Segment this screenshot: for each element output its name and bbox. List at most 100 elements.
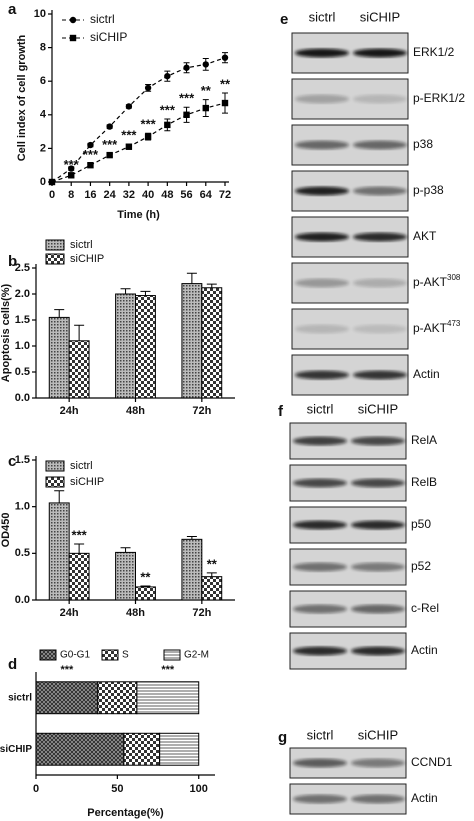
- y-axis-title: Apoptosis cells(%): [0, 283, 12, 382]
- y-tick-label: 1.0: [15, 340, 30, 352]
- blot-band: [353, 94, 407, 104]
- point: [221, 54, 229, 61]
- significance: ***: [72, 527, 88, 542]
- significance: **: [220, 76, 231, 91]
- error-bar: [120, 288, 131, 294]
- point: [221, 99, 229, 107]
- bar-segment: [97, 681, 138, 715]
- error-bar: [74, 543, 85, 554]
- bar: [115, 551, 136, 601]
- row-label: c-Rel: [411, 601, 439, 615]
- y-tick-label: 2.0: [15, 288, 30, 300]
- y-tick-label: 0.0: [15, 594, 30, 606]
- y-tick-label: 1.0: [15, 501, 30, 513]
- significance: ***: [141, 117, 157, 132]
- bar: [201, 576, 223, 601]
- blot-band: [295, 370, 349, 380]
- point: [164, 72, 171, 80]
- row-label: p-AKT308: [413, 273, 461, 289]
- point: [164, 121, 171, 129]
- bar: [68, 340, 90, 399]
- legend-swatch: [101, 649, 119, 661]
- blot-band: [295, 94, 349, 104]
- y-tick-label: 10: [34, 8, 46, 20]
- lane-label: siCHIP: [358, 727, 398, 742]
- y-tick-label: 0.5: [15, 547, 30, 559]
- lane-label: sictrl: [307, 727, 334, 742]
- x-tick-label: 16: [84, 189, 96, 201]
- x-tick-label: 8: [68, 189, 74, 201]
- bar-segment: [35, 681, 99, 715]
- legend-label: G2-M: [184, 650, 209, 661]
- row-label: p38: [413, 137, 433, 151]
- bar: [181, 538, 203, 601]
- row-label: CCND1: [411, 755, 453, 769]
- bar: [68, 552, 90, 601]
- blot-band: [295, 278, 349, 288]
- blot-band: [353, 186, 407, 196]
- blot-band: [353, 232, 407, 242]
- bar: [135, 586, 156, 601]
- legend-label: siCHIP: [70, 253, 104, 265]
- legend-label: sictrl: [70, 460, 93, 472]
- error-bar: [54, 490, 65, 503]
- legend-marker: [69, 34, 77, 42]
- blot-band: [293, 758, 347, 768]
- significance: **: [140, 569, 151, 584]
- x-tick-label: 0: [33, 783, 39, 795]
- y-tick-label: 0.5: [15, 366, 30, 378]
- row-label: AKT: [413, 229, 437, 243]
- blot-band: [293, 562, 347, 572]
- legend-swatch: [39, 649, 57, 661]
- blot-panel: f sictrl siCHIP RelA RelB p50 p52 c-Rel Actin: [278, 401, 439, 670]
- blot-band: [353, 370, 407, 380]
- point: [183, 64, 190, 71]
- legend-swatch: [163, 649, 181, 661]
- lane-label: siCHIP: [360, 9, 400, 24]
- x-axis-title: Percentage(%): [87, 807, 164, 819]
- series-line: [51, 57, 226, 183]
- point: [87, 162, 94, 169]
- blot-band: [293, 604, 347, 614]
- legend-marker: [69, 16, 77, 24]
- bar-segment: [35, 732, 125, 766]
- series-line: [51, 102, 226, 183]
- row-label: RelA: [411, 433, 437, 447]
- blot-band: [351, 604, 405, 614]
- row-label-sup: 308: [447, 273, 461, 282]
- error-bar: [140, 290, 151, 296]
- bar: [201, 287, 223, 399]
- lane-label: sictrl: [309, 9, 336, 24]
- panel-label: a: [8, 1, 17, 18]
- y-tick-label: 1.5: [15, 314, 30, 326]
- point: [68, 165, 75, 172]
- row-label: Actin: [411, 791, 438, 805]
- significance: ***: [60, 664, 74, 676]
- bar: [135, 295, 156, 399]
- blot-band: [351, 436, 405, 446]
- point: [87, 141, 94, 149]
- bar: [48, 316, 70, 399]
- blot-band: [351, 646, 405, 656]
- error-bar: [206, 283, 217, 288]
- row-label: p52: [411, 559, 431, 573]
- point: [106, 123, 113, 130]
- blot-band: [351, 758, 405, 768]
- bar-segment: [123, 732, 161, 766]
- legend-swatch: [45, 460, 65, 472]
- point: [183, 111, 190, 118]
- x-tick-label: 24: [104, 189, 117, 201]
- y-tick-label: 2: [40, 142, 46, 154]
- error-bar: [74, 324, 85, 341]
- lane-label: sictrl: [307, 401, 334, 416]
- blot-band: [293, 478, 347, 488]
- x-tick-label: 48h: [126, 405, 145, 417]
- row-label: p-AKT473: [413, 319, 461, 335]
- significance: ***: [121, 128, 137, 143]
- point: [144, 84, 152, 92]
- legend-label: S: [122, 650, 129, 661]
- blot-panel: g sictrl siCHIP CCND1 Actin: [278, 727, 453, 815]
- y-tick-label: sictrl: [8, 692, 32, 703]
- x-tick-label: 24h: [60, 607, 79, 619]
- row-label-text: p-AKT: [413, 321, 448, 335]
